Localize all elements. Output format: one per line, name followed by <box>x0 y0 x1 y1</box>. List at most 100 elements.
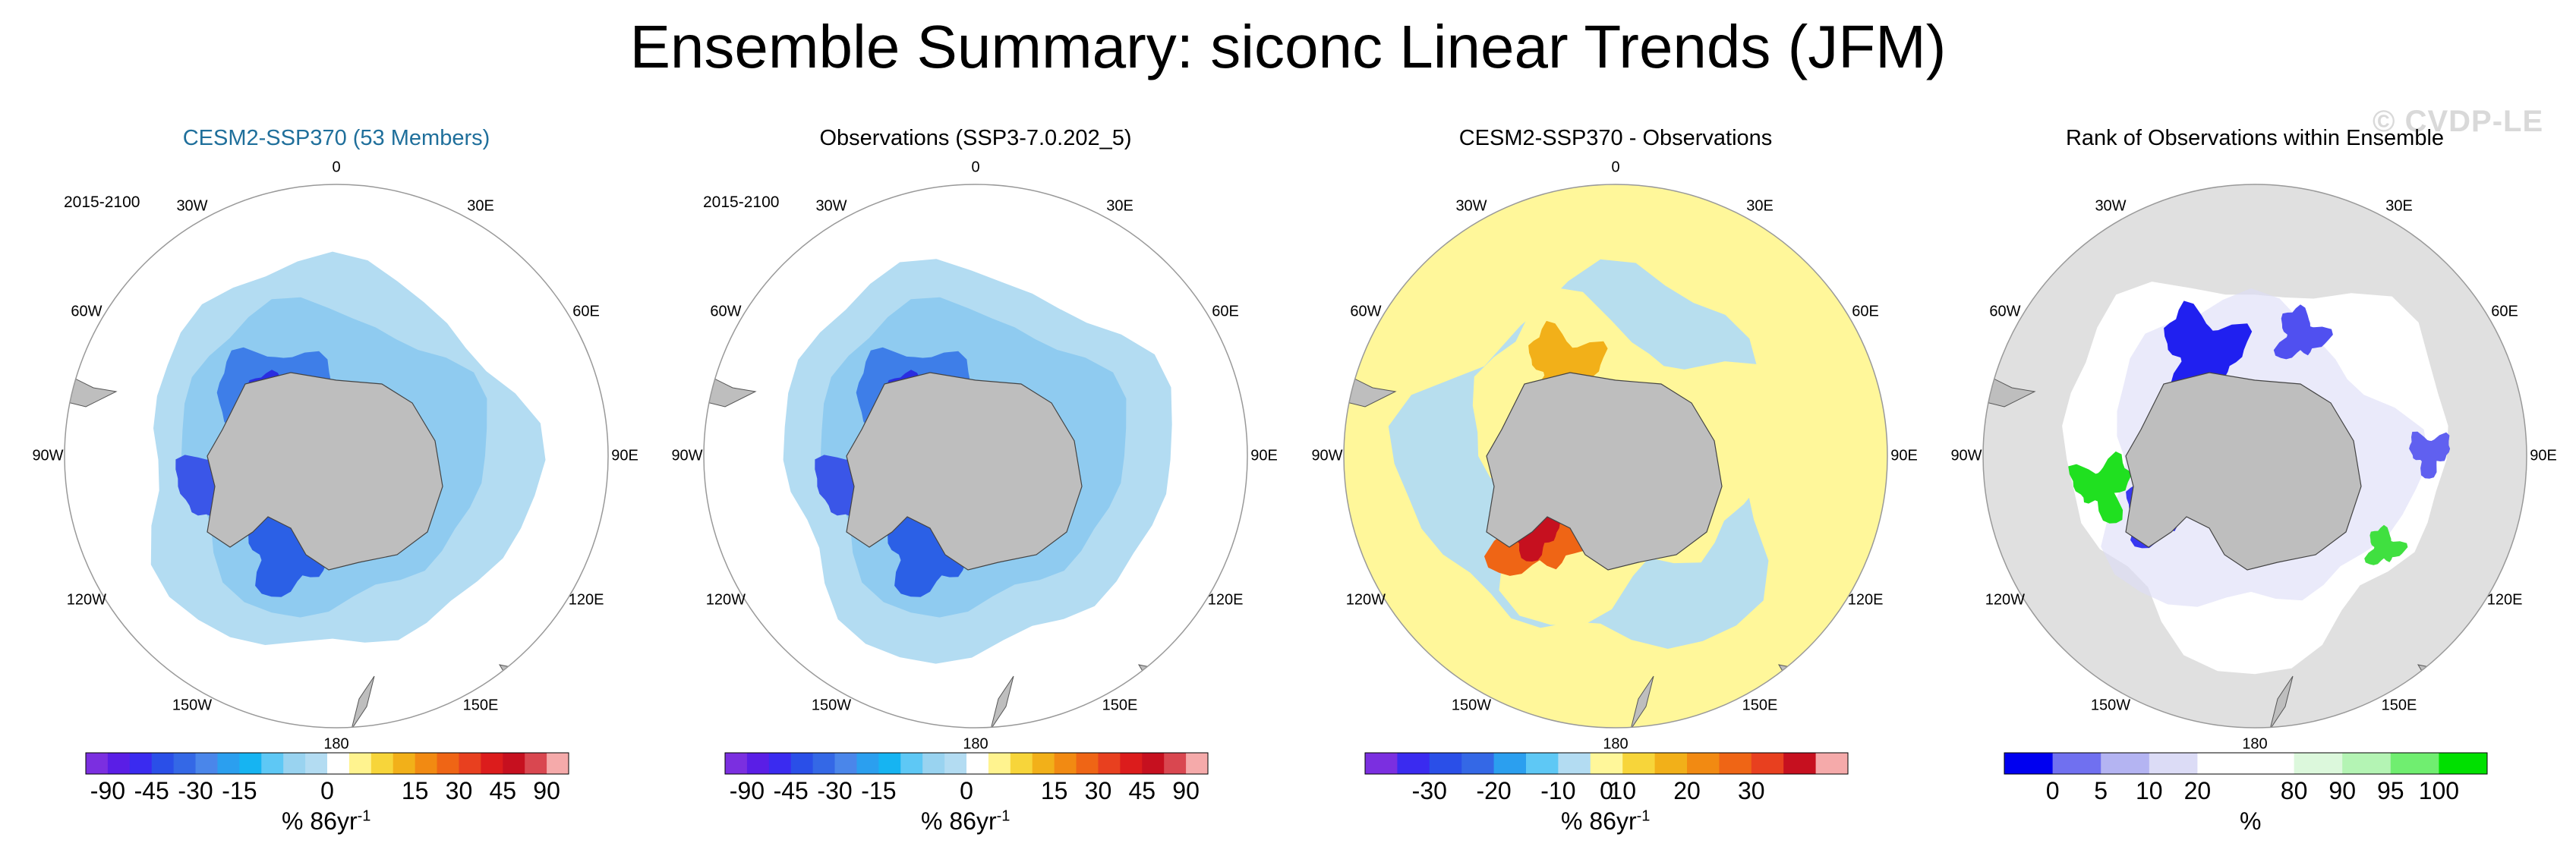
colorbar-segment <box>2294 753 2343 774</box>
colorbar-unit-text: % 86yr <box>921 807 997 835</box>
colorbar-tick-label: 30 <box>445 777 473 804</box>
colorbar-segment <box>2197 753 2247 774</box>
colorbar-segment <box>1076 753 1099 774</box>
colorbar-segment <box>261 753 284 774</box>
colorbar-tick-label: -45 <box>134 777 169 804</box>
colorbar-tick-label: -45 <box>773 777 809 804</box>
colorbar-frame <box>724 752 1209 775</box>
longitude-label: 90E <box>1890 447 1918 464</box>
longitude-label: 60E <box>572 303 600 320</box>
colorbar-tick-label: 15 <box>1040 777 1068 804</box>
colorbar-segment <box>966 753 989 774</box>
colorbar-segment <box>922 753 945 774</box>
colorbar-segment <box>900 753 923 774</box>
longitude-label: 30E <box>1746 197 1774 215</box>
longitude-label: 120W <box>66 591 107 609</box>
colorbar-tick-label: -15 <box>861 777 897 804</box>
colorbar-segment <box>239 753 262 774</box>
longitude-label: 60E <box>1852 303 1879 320</box>
colorbar-tick-label: -10 <box>1540 777 1576 804</box>
colorbar-segment <box>2101 753 2150 774</box>
colorbar-segment <box>1590 753 1623 774</box>
panel-title: CESM2-SSP370 - Observations <box>1458 126 1773 150</box>
longitude-label: 60W <box>1989 303 2021 320</box>
longitude-label: 150E <box>462 697 499 714</box>
map-panel-3: CESM2-SSP370 - Observations 0 30E 60E 90E 120… <box>1294 114 1937 856</box>
longitude-label: 180 <box>2242 735 2268 753</box>
map-border <box>64 184 609 729</box>
longitude-label: 150E <box>1102 697 1138 714</box>
longitude-label: 180 <box>323 735 349 753</box>
tasmania-landmass <box>1137 664 1159 685</box>
colorbar-units: % 86yr-1 <box>1561 807 1650 836</box>
colorbar-unit-exponent: -1 <box>1636 807 1651 825</box>
new-zealand-landmass <box>2269 675 2294 728</box>
colorbar-segment <box>481 753 503 774</box>
longitude-label: 150W <box>1451 697 1492 714</box>
longitude-label: 120E <box>568 591 604 609</box>
colorbar-segment <box>1783 753 1817 774</box>
colorbar-segment <box>195 753 218 774</box>
colorbar-units: % <box>2240 807 2261 836</box>
longitude-label: 90E <box>2530 447 2557 464</box>
main-title: Ensemble Summary: siconc Linear Trends (… <box>629 13 1947 80</box>
longitude-label: 30E <box>1106 197 1134 215</box>
colorbar-tick-label: 10 <box>1609 777 1636 804</box>
tasmania-landmass <box>2417 664 2438 685</box>
longitude-label: 0 <box>1611 159 1620 176</box>
colorbar-segment <box>2149 753 2198 774</box>
colorbar-segment <box>1365 753 1398 774</box>
new-zealand-landmass <box>351 675 375 728</box>
colorbar-tick-label: 0 <box>1600 777 1613 804</box>
map-border <box>703 184 1248 729</box>
polar-map <box>703 184 1248 775</box>
colorbar-segment <box>2004 753 2054 774</box>
colorbar-segment <box>1054 753 1077 774</box>
colorbar-segment <box>2439 753 2488 774</box>
colorbar-segment <box>437 753 459 774</box>
rank-field-highest <box>2068 451 2131 524</box>
colorbar-tick-label: 90 <box>1172 777 1200 804</box>
colorbar-tick-label: 95 <box>2377 777 2404 804</box>
longitude-label: 90W <box>32 447 64 464</box>
longitude-label: 90W <box>1950 447 1982 464</box>
colorbar-segment <box>2052 753 2101 774</box>
colorbar-segment <box>1098 753 1121 774</box>
colorbar-segment <box>129 753 153 774</box>
longitude-label: 120W <box>1985 591 2026 609</box>
colorbar-tick-label: 90 <box>2328 777 2356 804</box>
colorbar-tick-label: 20 <box>1673 777 1701 804</box>
colorbar-tick-label: 100 <box>2418 777 2460 804</box>
antarctica-landmass <box>207 372 443 571</box>
rank-field-lowest <box>2409 431 2451 479</box>
colorbar-segment <box>283 753 306 774</box>
longitude-label: 180 <box>963 735 988 753</box>
map-panel-1: CESM2-SSP370 (53 Members) 2015-2100 0 30E 60… <box>15 114 657 856</box>
colorbar-frame <box>2004 752 2488 775</box>
longitude-label: 60E <box>2491 303 2518 320</box>
colorbar-segment <box>1142 753 1165 774</box>
panel-title: Rank of Observations within Ensemble <box>2065 126 2445 150</box>
colorbar-segment <box>944 753 967 774</box>
colorbar-segment <box>988 753 1011 774</box>
colorbar-segment <box>1032 753 1055 774</box>
colorbar-tick-label: 80 <box>2280 777 2308 804</box>
colorbar-segment <box>107 753 131 774</box>
colorbar-tick-label: -30 <box>178 777 213 804</box>
panel-title: CESM2-SSP370 (53 Members) <box>182 126 490 150</box>
map-border <box>1982 184 2527 729</box>
new-zealand-landmass <box>1630 675 1654 728</box>
new-zealand-landmass <box>990 675 1014 728</box>
longitude-label: 150W <box>2090 697 2131 714</box>
colorbar-unit-exponent: -1 <box>357 807 371 825</box>
longitude-label: 150E <box>1742 697 1778 714</box>
longitude-label: 60W <box>71 303 102 320</box>
colorbar-tick-label: 5 <box>2094 777 2108 804</box>
colorbar-segment <box>1751 753 1784 774</box>
antarctica-landmass <box>1486 372 1723 571</box>
colorbar-segment <box>1397 753 1430 774</box>
colorbar-segment <box>856 753 879 774</box>
longitude-label: 30W <box>176 197 208 215</box>
antarctica-landmass <box>846 372 1083 571</box>
colorbar-segment <box>370 753 394 774</box>
